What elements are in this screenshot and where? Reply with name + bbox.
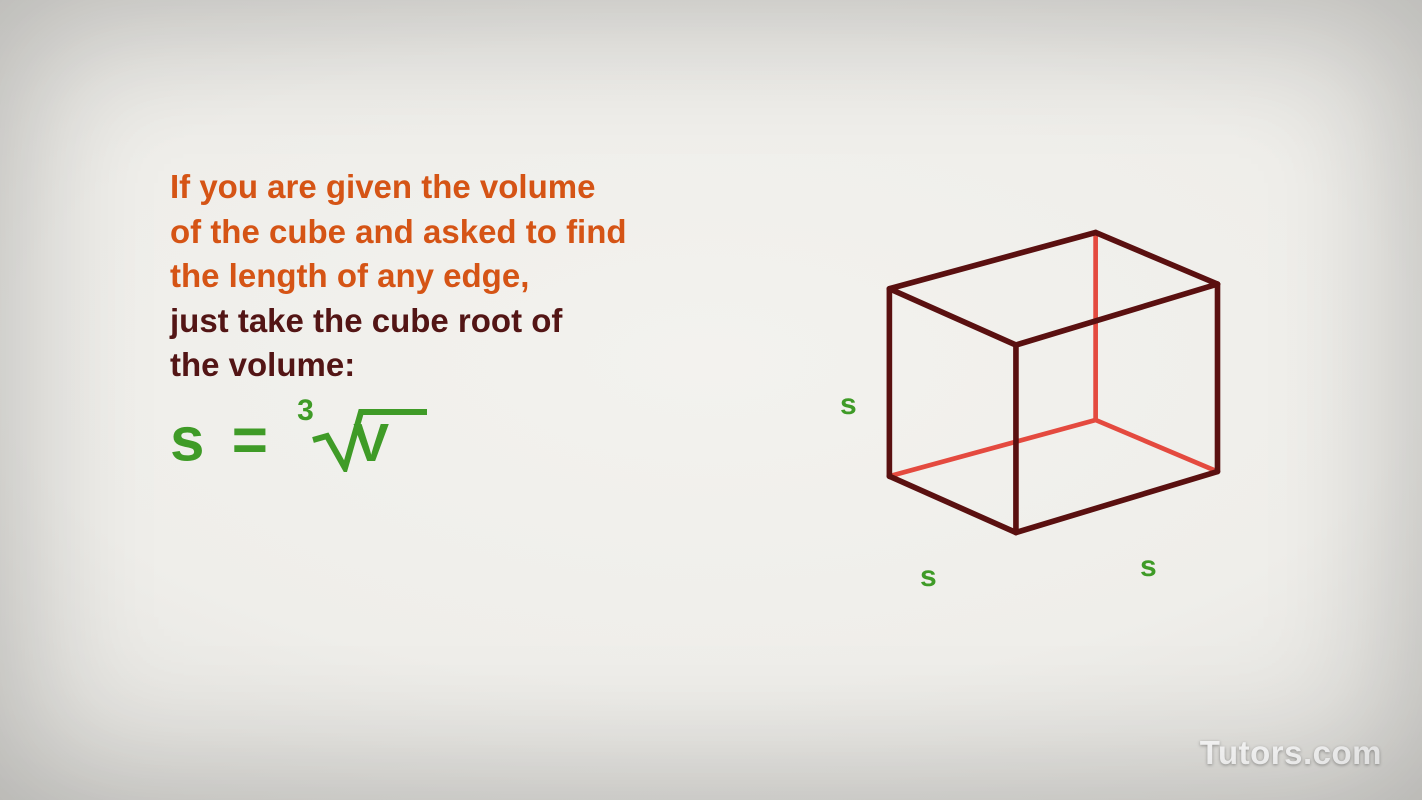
text-line-1: If you are given the volume xyxy=(170,165,730,210)
cube-diagram: s s s xyxy=(790,120,1270,570)
formula-lhs: s xyxy=(170,406,204,475)
edge-label-left: s xyxy=(840,388,857,422)
formula-equals: = xyxy=(232,406,268,475)
edge-label-bottom-right: s xyxy=(1140,550,1157,584)
explanation-text: If you are given the volume of the cube … xyxy=(170,165,730,388)
formula: s = 3 V xyxy=(170,400,431,480)
text-line-4: just take the cube root of xyxy=(170,299,730,344)
edge-label-bottom-left: s xyxy=(920,560,937,594)
text-line-2: of the cube and asked to find xyxy=(170,210,730,255)
cube-svg xyxy=(790,120,1270,570)
watermark: Tutors.com xyxy=(1200,734,1382,772)
cube-root: 3 V xyxy=(291,400,431,480)
text-line-5: the volume: xyxy=(170,343,730,388)
formula-radicand: V xyxy=(353,412,389,474)
text-line-3: the length of any edge, xyxy=(170,254,730,299)
